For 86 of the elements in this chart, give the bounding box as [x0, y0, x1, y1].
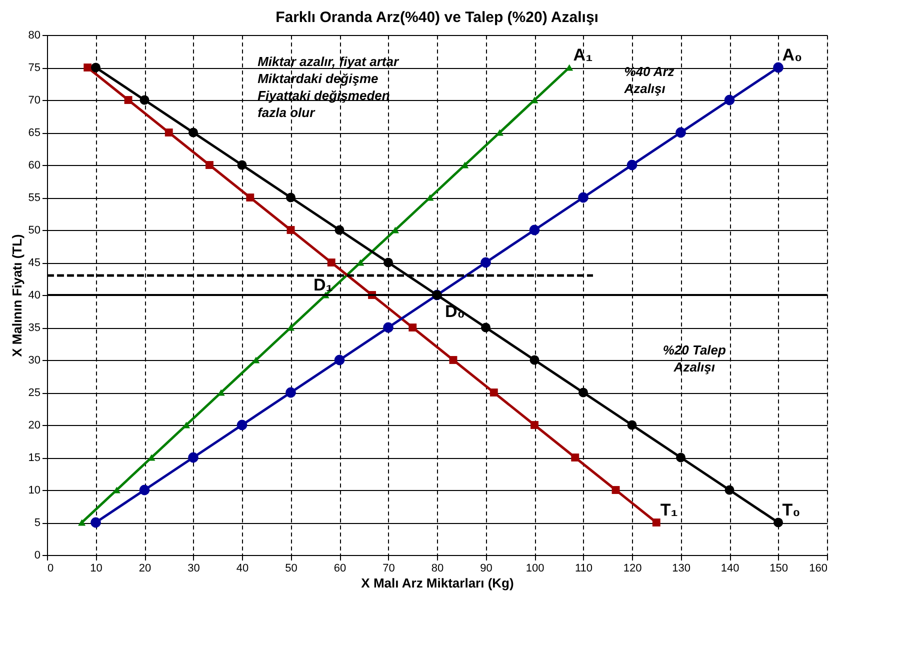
y-axis-title: X Malının Fiyatı (TL): [9, 234, 24, 357]
point: [571, 454, 580, 462]
point: [90, 517, 101, 528]
y-tick-label: 5: [34, 517, 40, 529]
point: [78, 519, 86, 526]
point: [237, 160, 247, 170]
point: [481, 322, 490, 332]
annotation: Miktar azalır, fiyat artar Miktardaki değişme Fiyattaki değişmeden fazla olur: [258, 54, 400, 120]
point: [286, 226, 295, 234]
y-tick-label: 35: [28, 322, 40, 334]
y-tick-label: 80: [28, 30, 40, 42]
series-label: A₀: [782, 46, 802, 64]
point: [724, 94, 735, 106]
point: [529, 224, 540, 236]
y-tick-label: 30: [28, 354, 40, 366]
y-tick-label: 40: [28, 290, 40, 302]
chart-title: Farklı Oranda Arz(%40) ve Talep (%20) Azalışı: [276, 9, 598, 26]
x-tick-label: 80: [431, 562, 444, 574]
x-tick-label: 100: [526, 562, 544, 574]
y-tick-label: 65: [28, 127, 40, 139]
y-tick-label: 55: [28, 192, 40, 204]
annotation: %20 Talep Azalışı: [662, 342, 726, 374]
y-tick-label: 70: [28, 94, 40, 106]
point: [449, 356, 458, 364]
point: [206, 161, 214, 169]
x-axis-title: X Malı Arz Miktarları (Kg): [361, 576, 514, 590]
x-tick-label: 20: [138, 562, 152, 574]
point: [188, 128, 198, 138]
point: [773, 62, 784, 73]
point: [676, 452, 686, 462]
point: [408, 324, 417, 332]
point: [236, 420, 248, 430]
point: [774, 518, 783, 528]
y-tick-label: 25: [28, 387, 40, 399]
point: [91, 62, 100, 72]
point: [724, 485, 734, 495]
point: [84, 64, 92, 72]
x-tick-label: 130: [672, 562, 690, 574]
y-tick-label: 50: [28, 224, 40, 236]
point: [124, 96, 132, 104]
y-tick-label: 10: [28, 484, 40, 496]
x-tick-label: 120: [623, 562, 642, 574]
point: [286, 387, 296, 398]
point: [652, 518, 660, 526]
x-tick-label: 10: [90, 562, 102, 574]
annotation: D₁: [314, 276, 333, 294]
x-tick-label: 110: [574, 562, 593, 574]
point: [530, 355, 540, 365]
point: [327, 258, 336, 266]
point: [490, 388, 498, 396]
point: [188, 452, 198, 463]
point: [334, 354, 345, 366]
x-tick-label: 160: [809, 562, 828, 574]
x-tick-label: 140: [720, 562, 740, 574]
point: [140, 95, 150, 105]
x-tick-label: 60: [334, 562, 346, 574]
x-tick-label: 0: [48, 562, 54, 574]
x-tick-label: 30: [188, 562, 200, 574]
point: [139, 484, 150, 496]
y-tick-label: 75: [28, 62, 40, 74]
x-tick-label: 40: [236, 562, 249, 574]
y-tick-label: 45: [28, 257, 40, 269]
point: [334, 225, 344, 235]
point: [612, 486, 620, 494]
point: [676, 127, 686, 138]
point: [530, 421, 538, 429]
x-tick-label: 50: [285, 562, 298, 574]
point: [286, 192, 296, 202]
y-tick-label: 15: [28, 452, 40, 464]
y-tick-label: 20: [28, 420, 40, 432]
point: [164, 128, 173, 136]
point: [627, 420, 637, 430]
point: [383, 322, 394, 333]
series-label: T₁: [660, 500, 678, 520]
y-tick-label: 60: [28, 160, 40, 172]
point: [246, 194, 254, 202]
x-tick-label: 90: [480, 562, 492, 574]
point: [626, 160, 638, 170]
x-tick-label: 150: [770, 562, 788, 574]
point: [384, 258, 393, 268]
y-tick-label: 0: [34, 550, 40, 562]
point: [578, 388, 588, 398]
x-tick-label: 70: [382, 562, 395, 574]
point: [480, 257, 491, 268]
point: [578, 192, 588, 203]
series-label: T₀: [782, 500, 800, 520]
